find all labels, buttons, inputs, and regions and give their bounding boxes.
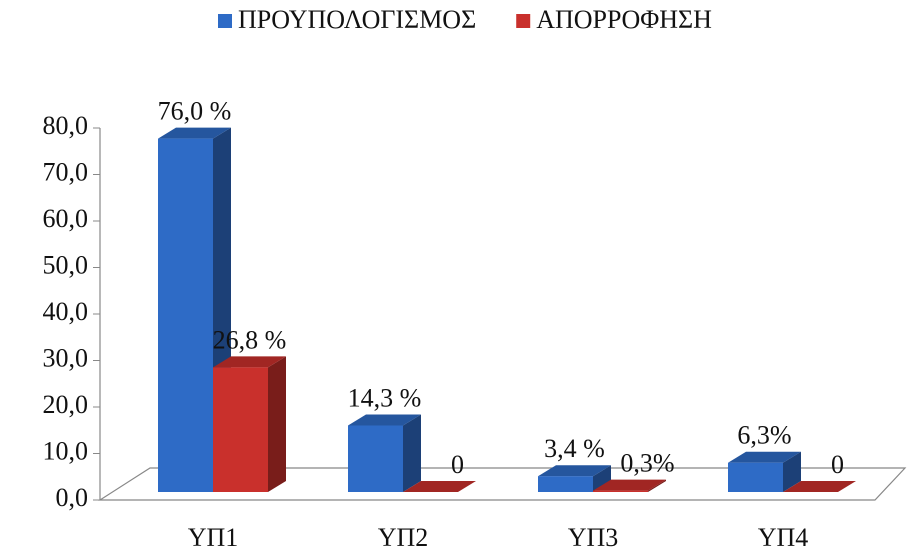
bar-top — [783, 481, 856, 492]
x-tick-label: ΥΠ1 — [188, 523, 239, 552]
bar-side — [268, 356, 286, 492]
bar — [593, 490, 648, 492]
legend-label: ΠΡΟΥΠΟΛΟΓΙΣΜΟΣ — [238, 5, 476, 34]
y-tick-label: 20,0 — [43, 390, 89, 419]
bar — [728, 462, 783, 492]
bar — [158, 138, 213, 492]
floor — [97, 467, 907, 501]
bar-top — [728, 451, 801, 463]
y-tick-label: 60,0 — [43, 204, 89, 233]
bar-top — [158, 127, 231, 139]
bar-top — [593, 479, 666, 491]
y-tick-label: 80,0 — [43, 111, 89, 140]
value-label: 0 — [831, 450, 844, 479]
bar-top — [348, 414, 421, 426]
value-label: 76,0 % — [158, 97, 232, 126]
x-tick-label: ΥΠ4 — [758, 523, 809, 552]
value-label: 6,3% — [737, 421, 791, 450]
bar — [348, 425, 403, 492]
bar-top — [213, 356, 286, 368]
value-label: 14,3 % — [348, 383, 422, 412]
y-tick-label: 40,0 — [43, 297, 89, 326]
legend-swatch — [218, 14, 232, 28]
y-tick-label: 50,0 — [43, 250, 89, 279]
bar-side — [783, 451, 801, 492]
bar-top — [403, 481, 476, 492]
value-label: 3,4 % — [544, 434, 605, 463]
y-tick-label: 30,0 — [43, 343, 89, 372]
bar-side — [593, 465, 611, 492]
bar — [538, 476, 593, 492]
y-tick-label: 70,0 — [43, 157, 89, 186]
bar — [213, 367, 268, 492]
bar-top — [538, 465, 611, 477]
x-tick-label: ΥΠ3 — [568, 523, 619, 552]
bar-side — [648, 479, 666, 492]
value-label: 0 — [451, 450, 464, 479]
value-label: 26,8 % — [213, 325, 287, 354]
y-tick-label: 0,0 — [56, 483, 89, 512]
value-label: 0,3% — [620, 449, 674, 478]
x-tick-label: ΥΠ2 — [378, 523, 429, 552]
y-tick-label: 10,0 — [43, 436, 89, 465]
legend-swatch — [516, 14, 531, 28]
bar-side — [403, 414, 421, 492]
legend-label: ΑΠΟΡΡΟΦΗΣΗ — [536, 5, 712, 34]
